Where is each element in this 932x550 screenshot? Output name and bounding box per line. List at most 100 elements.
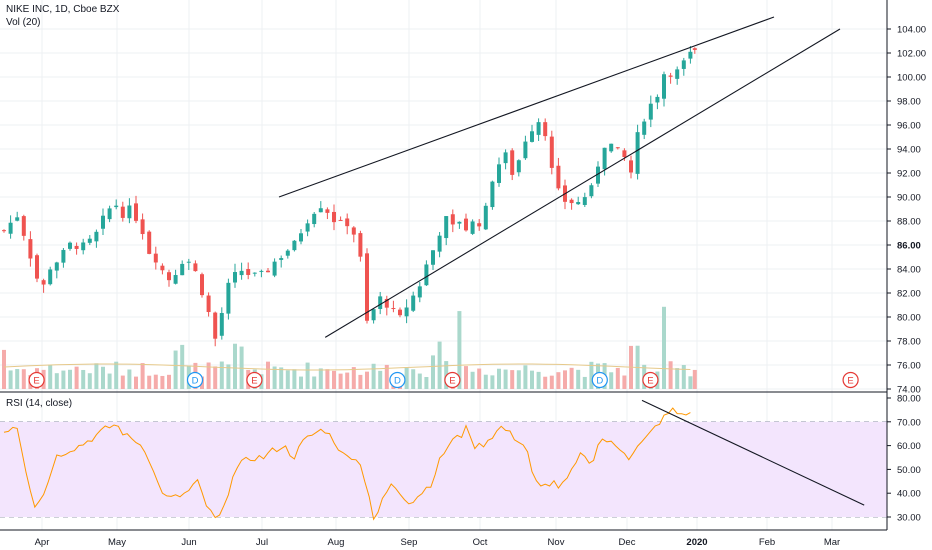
volume-bar [332,370,336,389]
earnings-event-marker[interactable]: E [444,371,461,389]
volume-bar [543,376,548,389]
candle-body [206,295,211,313]
trendlines[interactable] [278,16,841,338]
dividend-event-marker[interactable]: D [389,371,406,389]
volume-bar [582,376,587,389]
volume-bar [127,369,132,389]
volume-bar [589,361,594,389]
dividend-event-marker[interactable]: D [591,371,608,389]
price-tick-label: 78.00 [897,337,921,348]
price-tick-label: 100.00 [897,73,926,84]
price-tick-label: 86.00 [897,241,921,252]
candle-body [450,214,455,225]
candle-body [272,261,277,276]
earnings-event-marker[interactable]: E [842,371,859,389]
event-marker-circle [842,371,859,389]
volume-bar [272,366,277,389]
candle-body [219,313,224,336]
volume-bar [662,306,666,389]
dividend-event-marker[interactable]: D [186,371,204,389]
candle-body [186,261,191,263]
volume-bar [285,370,290,389]
candle-body [629,160,633,173]
price-candles [2,46,697,347]
candle-body [483,205,488,230]
candle-body [444,216,449,239]
candle-body [681,60,686,69]
candle-body [8,222,13,234]
time-tick-label: 2020 [686,537,707,548]
volume-bar [371,363,376,389]
candle-body [662,74,666,99]
candle-body [417,286,422,298]
candle-body [549,136,554,168]
candle-body [615,147,620,149]
volume-bar [358,374,363,389]
price-tick-label: 88.00 [897,217,921,228]
rsi-tick-label: 30.00 [897,513,921,524]
candle-body [147,231,152,254]
volume-bar [219,361,224,389]
volume-bar [668,361,673,389]
volume-bar [365,371,369,389]
volume-bar [213,366,218,389]
candle-body [596,166,600,184]
time-tick-label: Apr [35,537,50,548]
candle-body [457,221,462,224]
time-tick-label: Mar [824,537,840,548]
volume-bar [107,373,112,389]
volume-bar [233,343,237,389]
volume-bar [510,370,515,389]
volume-bar [681,364,686,389]
candle-body [21,216,26,236]
candle-body [325,209,330,213]
candle-body [35,255,39,279]
price-tick-label: 102.00 [897,49,926,60]
candle-body [391,308,396,310]
rsi-indicator-label: RSI (14, close) [6,398,73,409]
candle-body [556,165,561,189]
candle-body [41,280,46,285]
candle-body [384,298,389,308]
volume-bar [490,375,495,389]
time-tick-label: May [108,537,126,548]
volume-bar [2,349,6,389]
candle-body [536,122,541,135]
volume-bar [140,363,145,389]
candle-body [252,272,257,274]
volume-bar [622,375,627,389]
candle-body [28,239,33,259]
price-tick-label: 98.00 [897,97,921,108]
candle-body [239,270,244,276]
earnings-event-marker[interactable]: E [642,371,659,389]
candle-body [266,270,270,273]
earnings-event-marker[interactable]: E [28,371,45,389]
volume-bar [266,361,270,389]
candle-body [226,282,231,314]
rsi-line [3,407,691,521]
volume-bar [615,367,620,389]
candle-body [523,141,528,159]
candle-body [200,274,204,296]
event-marker-circle [246,371,263,389]
candle-body [464,218,468,231]
price-tick-label: 82.00 [897,289,921,300]
candle-body [48,269,53,285]
volume-bar [549,375,554,389]
candle-body [602,147,607,170]
candle-body [259,270,264,272]
volume-bar [87,373,92,389]
candle-body [312,213,317,225]
volume-bar [94,363,99,389]
volume-bar [404,367,409,389]
volume-bar [351,367,356,389]
volume-bar [15,369,20,389]
time-tick-label: Nov [548,537,565,548]
candle-body [74,245,79,249]
earnings-event-marker[interactable]: E [246,371,263,389]
event-marker-circle [389,371,406,389]
event-marker-label: E [33,376,39,387]
